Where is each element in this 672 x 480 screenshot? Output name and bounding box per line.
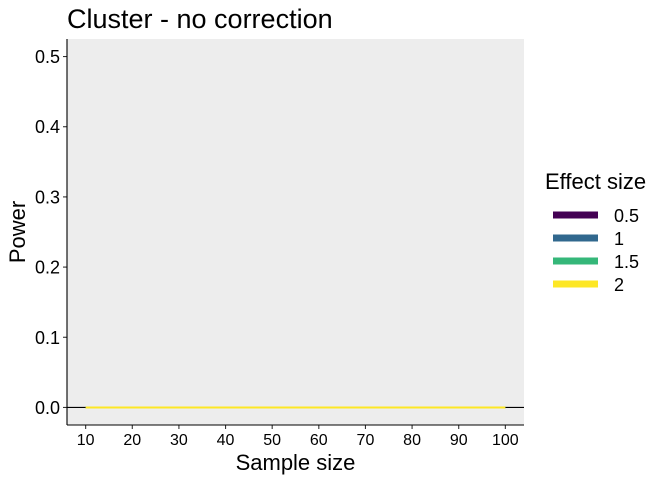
x-axis-label: Sample size bbox=[236, 450, 356, 475]
y-axis: 0.0 0.1 0.2 0.3 0.4 0.5 bbox=[35, 47, 67, 418]
x-tick-label: 50 bbox=[263, 432, 281, 449]
x-axis: 10 20 30 40 50 60 70 80 90 100 bbox=[77, 425, 519, 449]
legend-label-3: 1.5 bbox=[614, 252, 639, 272]
x-tick-label: 30 bbox=[170, 432, 188, 449]
chart-title: Cluster - no correction bbox=[67, 4, 333, 34]
plot-panel bbox=[67, 39, 524, 425]
y-tick-label: 0.4 bbox=[35, 117, 60, 137]
x-tick-label: 60 bbox=[310, 432, 328, 449]
x-tick-label: 70 bbox=[357, 432, 375, 449]
y-tick-label: 0.5 bbox=[35, 47, 60, 67]
x-tick-label: 90 bbox=[450, 432, 468, 449]
legend-title: Effect size bbox=[545, 169, 646, 194]
legend-label-2: 1 bbox=[614, 229, 624, 249]
x-tick-label: 100 bbox=[492, 432, 519, 449]
legend-label-4: 2 bbox=[614, 275, 624, 295]
x-tick-label: 80 bbox=[403, 432, 421, 449]
legend: Effect size 0.5 1 1.5 2 bbox=[545, 169, 646, 295]
y-tick-label: 0.2 bbox=[35, 258, 60, 278]
x-tick-label: 10 bbox=[77, 432, 95, 449]
x-tick-label: 40 bbox=[217, 432, 235, 449]
y-tick-label: 0.1 bbox=[35, 328, 60, 348]
y-tick-label: 0.3 bbox=[35, 187, 60, 207]
legend-label-1: 0.5 bbox=[614, 206, 639, 226]
legend-items: 0.5 1 1.5 2 bbox=[553, 206, 639, 295]
x-tick-label: 20 bbox=[123, 432, 141, 449]
y-axis-label: Power bbox=[5, 201, 30, 263]
y-tick-label: 0.0 bbox=[35, 398, 60, 418]
